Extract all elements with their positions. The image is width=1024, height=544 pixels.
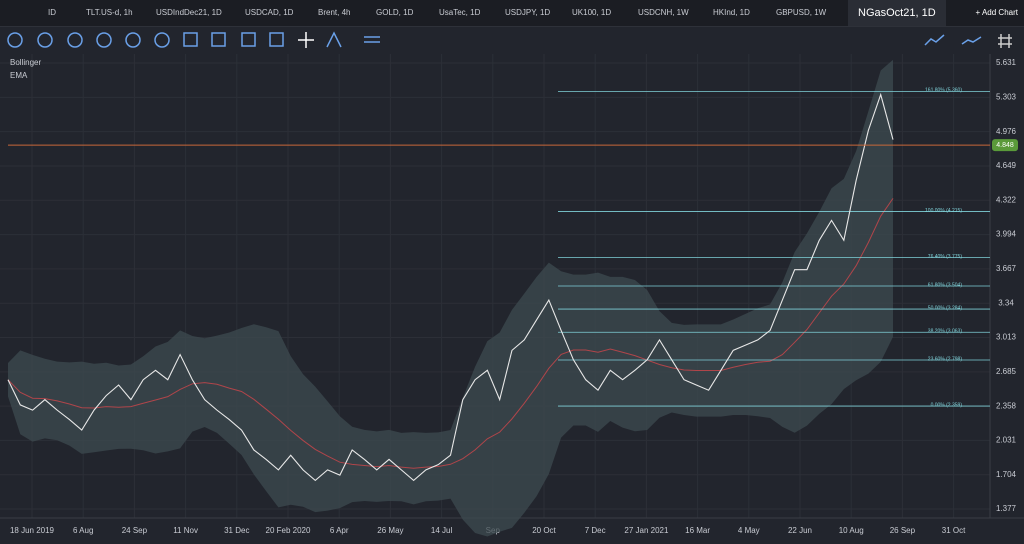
y-tick-label: 4.649 [996,161,1017,170]
y-tick-label: 4.976 [996,127,1017,136]
y-tick-label: 3.34 [998,298,1014,307]
tab[interactable]: GBPUSD, 1W [776,8,827,17]
y-tick-label: 5.303 [996,92,1017,101]
y-tick-label: 1.704 [996,470,1017,479]
chart-type[interactable] [924,34,945,46]
fib-label: 61.80% (3.504) [928,282,963,288]
x-tick-label: 7 Dec [585,526,606,535]
line-tool[interactable] [364,36,380,43]
fib-label: 50.00% (3.284) [928,305,963,311]
tab[interactable]: USDJPY, 1D [505,8,551,17]
indicator-label[interactable]: EMA [10,71,28,80]
price-badge [992,139,1018,152]
fib-label: 100.00% (4.215) [925,208,962,214]
price-line [7,92,894,482]
x-tick-label: 6 Aug [73,526,93,535]
chart: 5.631 5.303 4.976 4.649 4.322 3.994 3.667 3.34 3… [0,54,1024,544]
y-tick-label: 2.685 [996,367,1017,376]
tab[interactable]: HKInd, 1D [713,8,750,17]
tool-icon[interactable] [211,32,226,47]
toolbar [0,27,1024,55]
tab[interactable]: UsaTec, 1D [439,8,481,17]
indicator-tool[interactable] [961,36,982,45]
tab[interactable]: NGasOct21, 1D [848,0,946,26]
y-tick-label: 3.667 [996,264,1017,273]
tab[interactable]: GOLD, 1D [376,8,414,17]
tab[interactable]: ID [48,8,56,17]
x-tick-label: 24 Sep [122,526,148,535]
crosshair-tool[interactable] [298,32,314,48]
fib-label: 38.20% (3.063) [928,329,963,335]
y-tick-label: 5.631 [996,58,1017,67]
y-tick-label: 4.322 [996,195,1017,204]
tool-icon[interactable] [241,32,256,47]
tool-icon[interactable] [125,32,141,48]
x-tick-label: 31 Oct [942,526,966,535]
tool-icon[interactable] [7,32,23,48]
tool-icon[interactable] [183,32,198,47]
x-tick-label: 20 Feb 2020 [266,526,311,535]
x-tick-label: 26 Sep [890,526,916,535]
x-tick-label: 18 Jun 2019 [10,526,55,535]
fib-label: 23.60% (2.798) [928,356,963,362]
x-tick-label: 6 Apr [330,526,349,535]
tool-icon[interactable] [37,32,53,48]
grid-tool[interactable] [998,34,1012,48]
x-tick-label: 14 Jul [431,526,453,535]
y-tick-label: 3.013 [996,333,1017,342]
x-tick-label: 20 Oct [532,526,556,535]
x-tick-label: 27 Jan 2021 [624,526,669,535]
x-tick-label: 10 Aug [839,526,864,535]
tool-icon[interactable] [67,32,83,48]
tab[interactable]: USDIndDec21, 1D [156,8,222,17]
tool-icon[interactable] [269,32,284,47]
tab[interactable]: USDCNH, 1W [638,8,689,17]
indicator-label[interactable]: Bollinger [10,58,41,67]
draw-tool[interactable] [326,31,342,48]
tool-icon[interactable] [96,32,112,48]
price-label: 4.848 [996,142,1014,149]
tab[interactable]: TLT.US-d, 1h [86,8,133,17]
y-tick-label: 1.377 [996,504,1017,513]
x-tick-label: 11 Nov [173,526,198,535]
fib-label: 0.00% (2.359) [931,402,963,408]
fib-label: 76.40% (3.775) [928,254,963,260]
tab[interactable]: UK100, 1D [572,8,612,17]
y-tick-label: 2.031 [996,436,1017,445]
tool-icon[interactable] [154,32,170,48]
x-tick-label: 26 May [377,526,403,535]
x-tick-label: 22 Jun [788,526,812,535]
tab[interactable]: Brent, 4h [318,8,351,17]
fib-label: 161.80% (5.360) [925,88,962,94]
x-tick-label: 16 Mar [685,526,710,535]
bollinger-band [8,59,893,537]
ema-line [7,198,894,469]
y-tick-label: 3.994 [996,230,1017,239]
toolbar-icons [7,31,1012,48]
x-tick-label: 4 May [738,526,760,535]
tab-bar: + Add Chart ID TLT.US-d, 1h USDIndDec21, 1D… [0,0,1024,27]
tab[interactable]: USDCAD, 1D [245,8,294,17]
x-tick-label: 31 Dec [224,526,249,535]
add-chart-button[interactable]: + Add Chart [975,8,1018,17]
y-tick-label: 2.358 [996,401,1017,410]
